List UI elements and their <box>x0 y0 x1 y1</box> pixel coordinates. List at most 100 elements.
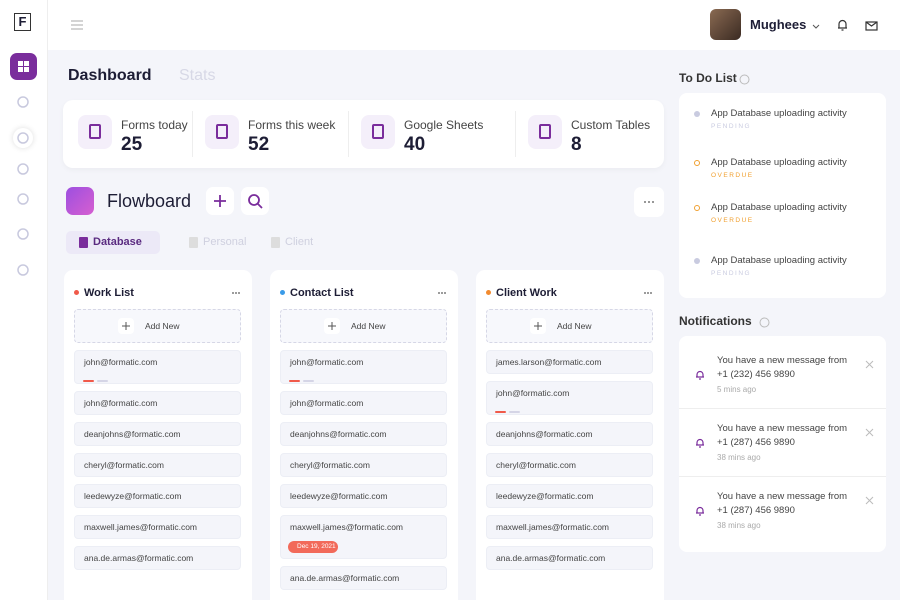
card-email: leedewyze@formatic.com <box>84 491 182 501</box>
notif-phone: +1 (232) 456 9890 <box>717 369 795 380</box>
list-more[interactable] <box>436 285 448 295</box>
nav-dashboard[interactable] <box>10 53 37 80</box>
tab[interactable]: Stats <box>179 67 216 84</box>
info-icon <box>759 315 770 328</box>
card-email: john@formatic.com <box>84 357 158 367</box>
todo-text[interactable]: App Database uploading activity <box>711 202 847 213</box>
notif-close[interactable] <box>865 492 874 505</box>
todo-text[interactable]: App Database uploading activity <box>711 157 847 168</box>
card[interactable] <box>486 350 653 374</box>
card[interactable] <box>74 546 241 570</box>
card-email: cheryl@formatic.com <box>496 460 576 470</box>
nav-icon[interactable] <box>13 92 33 112</box>
card-email: james.larson@formatic.com <box>496 357 602 367</box>
card[interactable] <box>74 515 241 539</box>
card[interactable] <box>486 515 653 539</box>
todo-text[interactable]: App Database uploading activity <box>711 108 847 119</box>
todo-status: OVERDUE <box>711 217 754 224</box>
card-email: deanjohns@formatic.com <box>496 429 593 439</box>
card-tag <box>97 380 108 382</box>
filter[interactable]: Database <box>93 236 142 248</box>
board-more[interactable] <box>634 187 664 217</box>
card[interactable] <box>74 391 241 415</box>
mail-button[interactable] <box>865 19 878 31</box>
divider <box>348 111 349 157</box>
filter[interactable]: Personal <box>203 236 247 248</box>
card[interactable] <box>486 546 653 570</box>
card[interactable] <box>486 484 653 508</box>
card[interactable] <box>280 566 447 590</box>
menu-button[interactable] <box>70 18 84 32</box>
card-email: leedewyze@formatic.com <box>290 491 388 501</box>
card-email: john@formatic.com <box>290 357 364 367</box>
add-icon <box>324 318 340 334</box>
list-more[interactable] <box>230 285 242 295</box>
add-new[interactable] <box>74 309 241 343</box>
card[interactable] <box>280 350 447 384</box>
divider <box>192 111 193 157</box>
todo-title: To Do List <box>679 71 737 85</box>
card[interactable] <box>486 453 653 477</box>
nav-icon[interactable] <box>13 224 33 244</box>
card-email: deanjohns@formatic.com <box>290 429 387 439</box>
card-email: ana.de.armas@formatic.com <box>290 573 400 583</box>
card-email: ana.de.armas@formatic.com <box>496 553 606 563</box>
user-menu[interactable] <box>811 19 821 29</box>
card-tag <box>509 411 520 413</box>
list-title: Work List <box>84 287 134 299</box>
notif-close[interactable] <box>865 356 874 369</box>
notif-text: You have a new message from <box>717 355 848 366</box>
logo: F <box>14 13 31 31</box>
nav-icon[interactable] <box>13 128 33 148</box>
date-tag <box>288 541 338 553</box>
bell-button[interactable] <box>836 18 849 31</box>
board-icon <box>66 187 94 215</box>
stat-label: Google Sheets <box>404 118 484 132</box>
card[interactable] <box>74 422 241 446</box>
notif-title: Notifications <box>679 314 752 328</box>
add-board[interactable] <box>206 187 234 215</box>
todo-dot <box>694 258 700 264</box>
card[interactable] <box>280 391 447 415</box>
card-email: john@formatic.com <box>84 398 158 408</box>
todo-card <box>679 93 886 298</box>
stat-icon <box>361 115 395 149</box>
card[interactable] <box>280 484 447 508</box>
notif-time: 38 mins ago <box>717 453 761 462</box>
card[interactable] <box>486 381 653 415</box>
filter-icon <box>271 237 280 248</box>
filter-active[interactable] <box>66 231 160 254</box>
card-email: leedewyze@formatic.com <box>496 491 594 501</box>
add-label: Add New <box>145 321 180 331</box>
board-title: Flowboard <box>107 191 192 211</box>
card[interactable] <box>74 453 241 477</box>
add-new[interactable] <box>280 309 447 343</box>
filter[interactable]: Client <box>285 236 314 248</box>
add-label: Add New <box>351 321 386 331</box>
tab[interactable]: Dashboard <box>68 67 152 84</box>
card-email: maxwell.james@formatic.com <box>496 522 610 532</box>
todo-dot <box>694 205 700 211</box>
todo-text[interactable]: App Database uploading activity <box>711 255 847 266</box>
nav-icon[interactable] <box>13 189 33 209</box>
todo-status: OVERDUE <box>711 172 754 179</box>
list-more[interactable] <box>642 285 654 295</box>
add-new[interactable] <box>486 309 653 343</box>
card[interactable] <box>280 422 447 446</box>
card[interactable] <box>74 484 241 508</box>
card[interactable] <box>486 422 653 446</box>
user-name[interactable]: Mughees <box>750 17 807 32</box>
card[interactable] <box>74 350 241 384</box>
card[interactable] <box>280 453 447 477</box>
avatar[interactable] <box>710 9 741 40</box>
search-board[interactable] <box>241 187 269 215</box>
notif-close[interactable] <box>865 424 874 437</box>
nav-icon[interactable] <box>13 159 33 179</box>
card-tag <box>83 380 94 382</box>
stat-value: 25 <box>121 134 143 155</box>
notif-text: You have a new message from <box>717 423 848 434</box>
notif-text: You have a new message from <box>717 491 848 502</box>
nav-icon[interactable] <box>13 260 33 280</box>
add-label: Add New <box>557 321 592 331</box>
